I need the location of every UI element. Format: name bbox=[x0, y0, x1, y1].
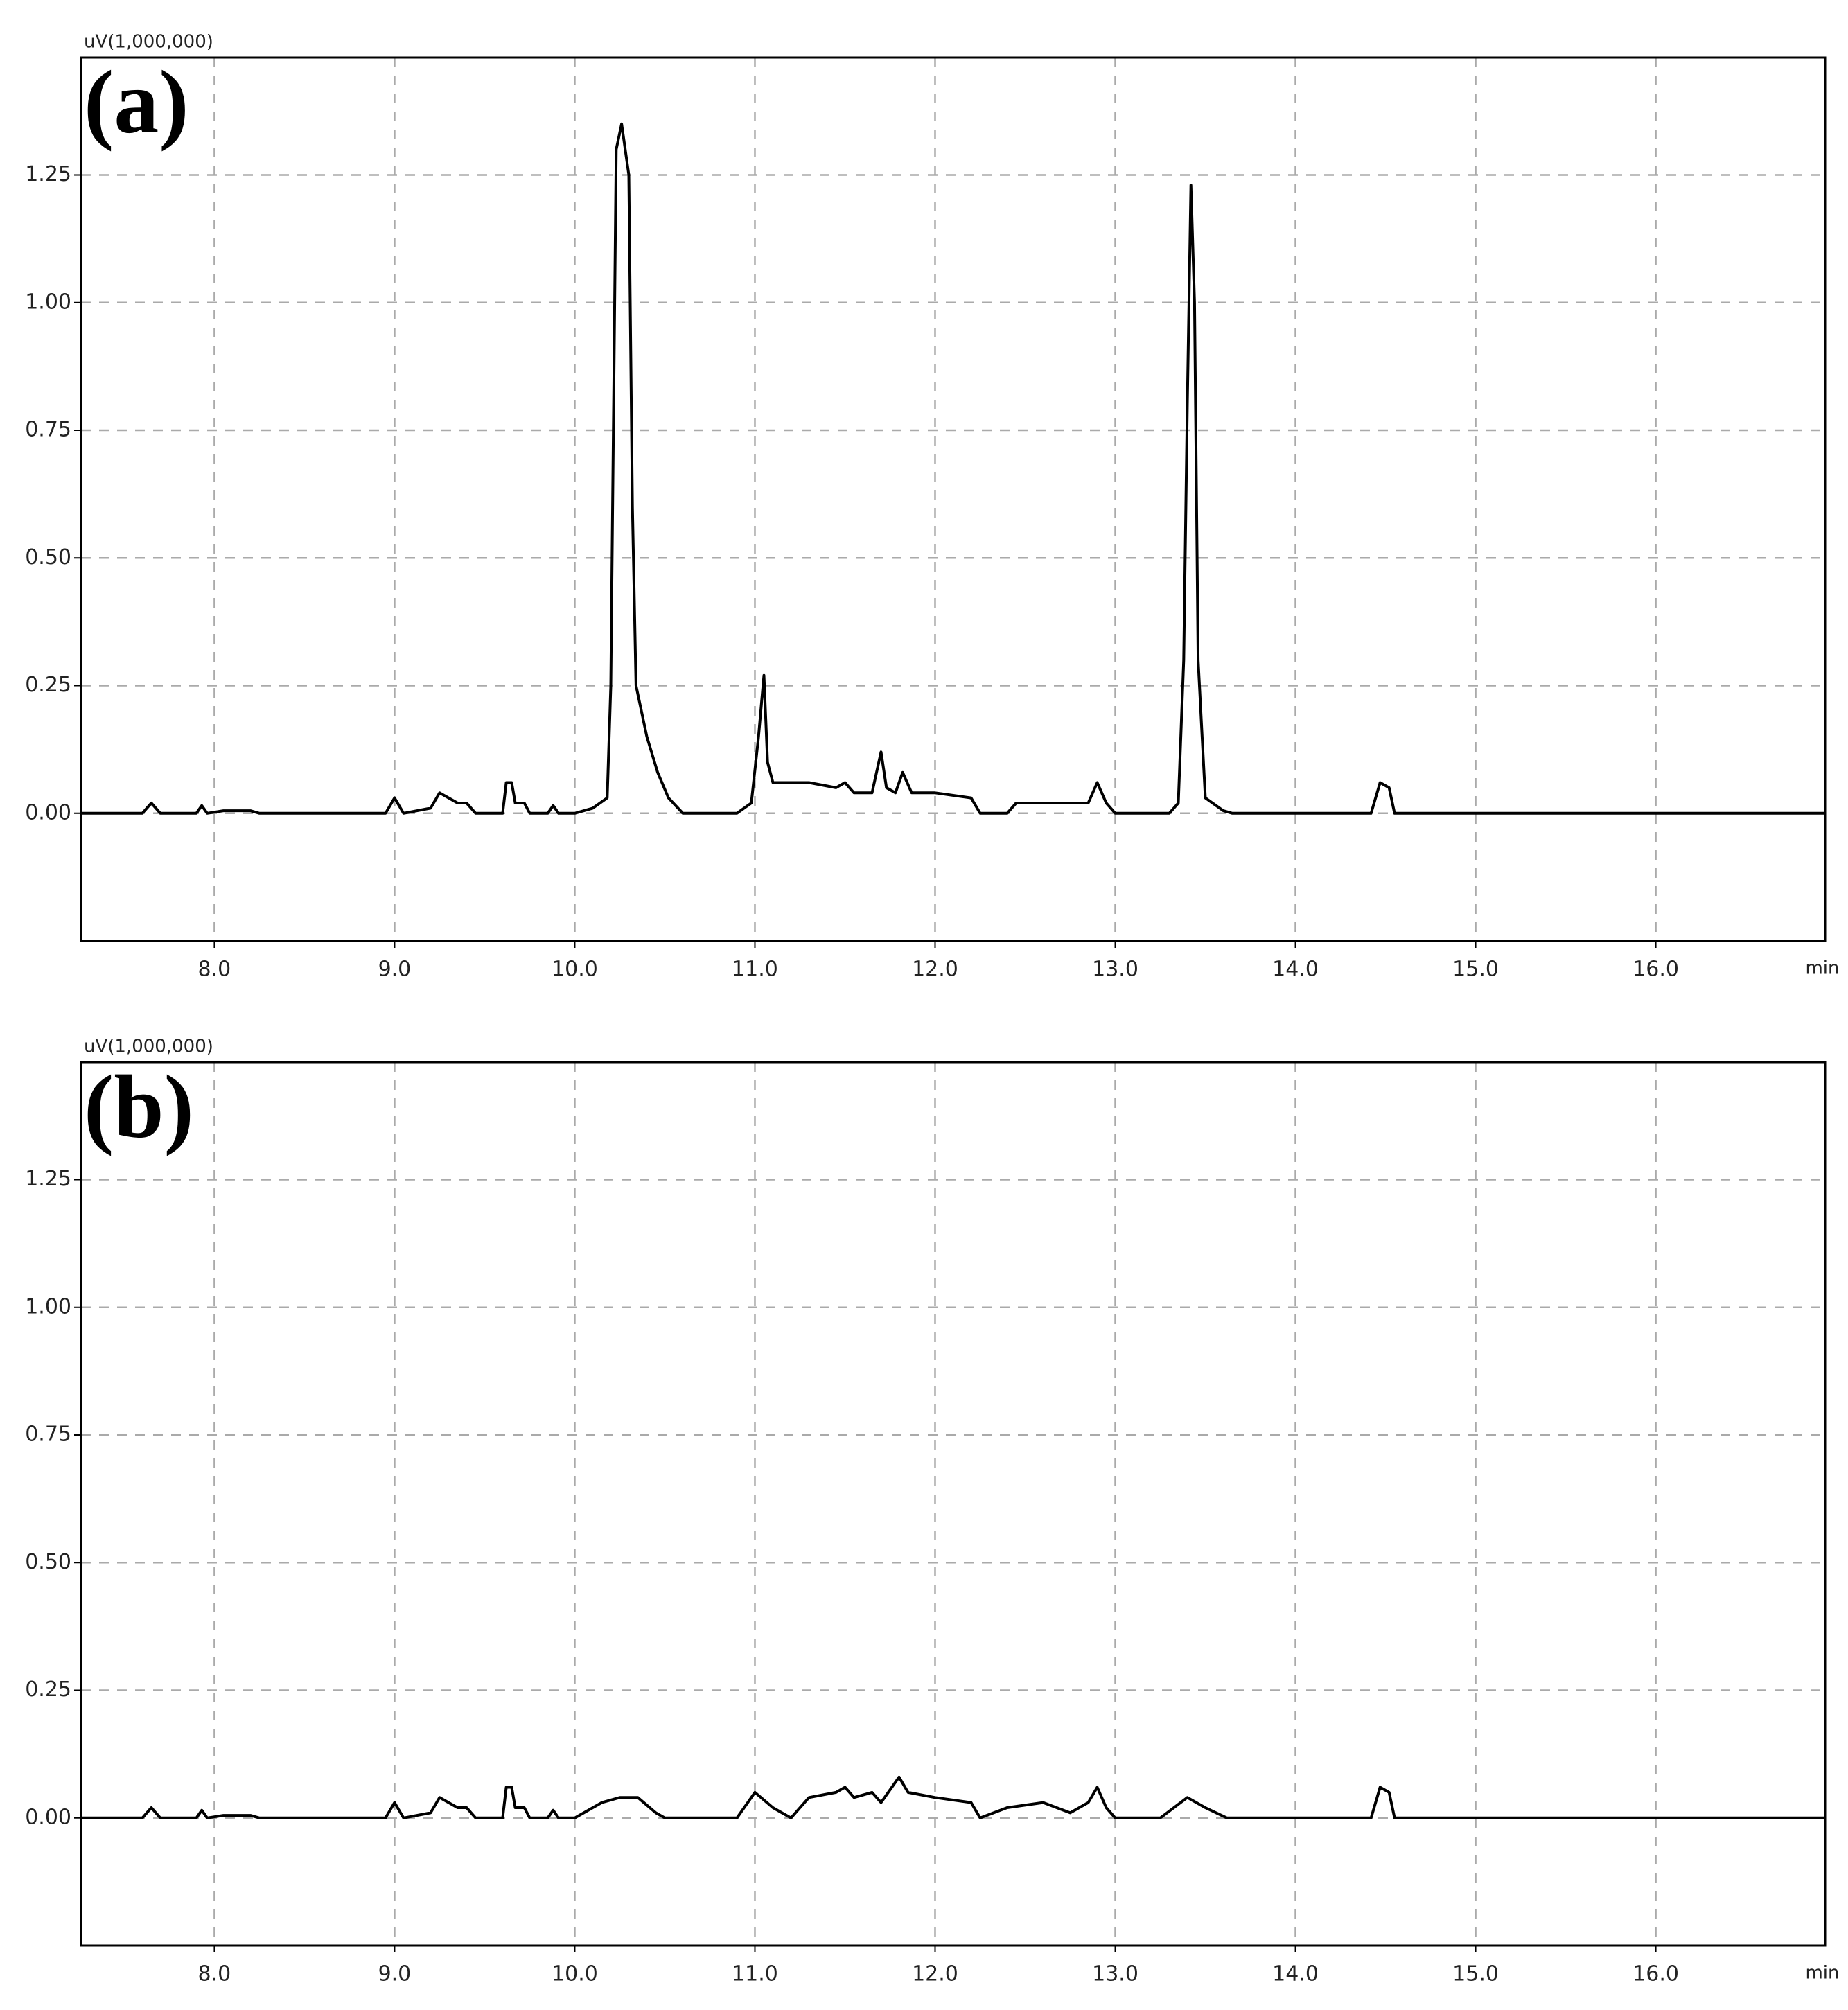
y-tick-label: 0.75 bbox=[25, 1422, 71, 1447]
x-tick-label: 16.0 bbox=[1633, 958, 1679, 982]
x-tick-label: 8.0 bbox=[198, 1962, 231, 1986]
plot-frame bbox=[80, 56, 1827, 942]
x-tick-label: 15.0 bbox=[1452, 958, 1499, 982]
x-tick-label: 11.0 bbox=[732, 958, 778, 982]
x-tick-label: 9.0 bbox=[378, 1962, 412, 1986]
x-tick-label: 8.0 bbox=[198, 958, 231, 982]
x-tick-label: 14.0 bbox=[1272, 958, 1319, 982]
x-tick-label: 10.0 bbox=[552, 1962, 598, 1986]
y-tick-label: 1.00 bbox=[25, 290, 71, 314]
x-tick-label: 13.0 bbox=[1092, 1962, 1138, 1986]
y-tick-label: 1.25 bbox=[25, 162, 71, 186]
x-tick-label: 14.0 bbox=[1272, 1962, 1319, 1986]
panel-label: (b) bbox=[84, 1057, 194, 1157]
x-tick-label: 11.0 bbox=[732, 1962, 778, 1986]
y-tick-label: 0.00 bbox=[25, 800, 71, 825]
y-tick-label: 0.75 bbox=[25, 418, 71, 442]
y-tick-label: 0.00 bbox=[25, 1805, 71, 1829]
x-tick-label: 9.0 bbox=[378, 958, 412, 982]
x-tick-label: 12.0 bbox=[912, 1962, 958, 1986]
y-tick-label: 0.25 bbox=[25, 1677, 71, 1702]
x-tick-label: 10.0 bbox=[552, 958, 598, 982]
y-tick-label: 0.50 bbox=[25, 545, 71, 570]
x-axis-label: min bbox=[1805, 1963, 1839, 1984]
plot-frame bbox=[80, 1061, 1827, 1947]
chromatogram-trace bbox=[81, 122, 1825, 815]
x-tick-label: 12.0 bbox=[912, 958, 958, 982]
x-axis-label: min bbox=[1805, 958, 1839, 979]
y-axis-label: uV(1,000,000) bbox=[84, 32, 213, 53]
y-axis-label: uV(1,000,000) bbox=[84, 1037, 213, 1057]
y-tick-label: 1.25 bbox=[25, 1167, 71, 1191]
chromatogram-trace bbox=[81, 1775, 1825, 1819]
x-tick-label: 16.0 bbox=[1633, 1962, 1679, 1986]
x-tick-label: 15.0 bbox=[1452, 1962, 1499, 1986]
x-tick-label: 13.0 bbox=[1092, 958, 1138, 982]
panel-label: (a) bbox=[84, 53, 189, 152]
y-tick-label: 0.50 bbox=[25, 1550, 71, 1574]
y-tick-label: 0.25 bbox=[25, 673, 71, 697]
y-tick-label: 1.00 bbox=[25, 1294, 71, 1319]
